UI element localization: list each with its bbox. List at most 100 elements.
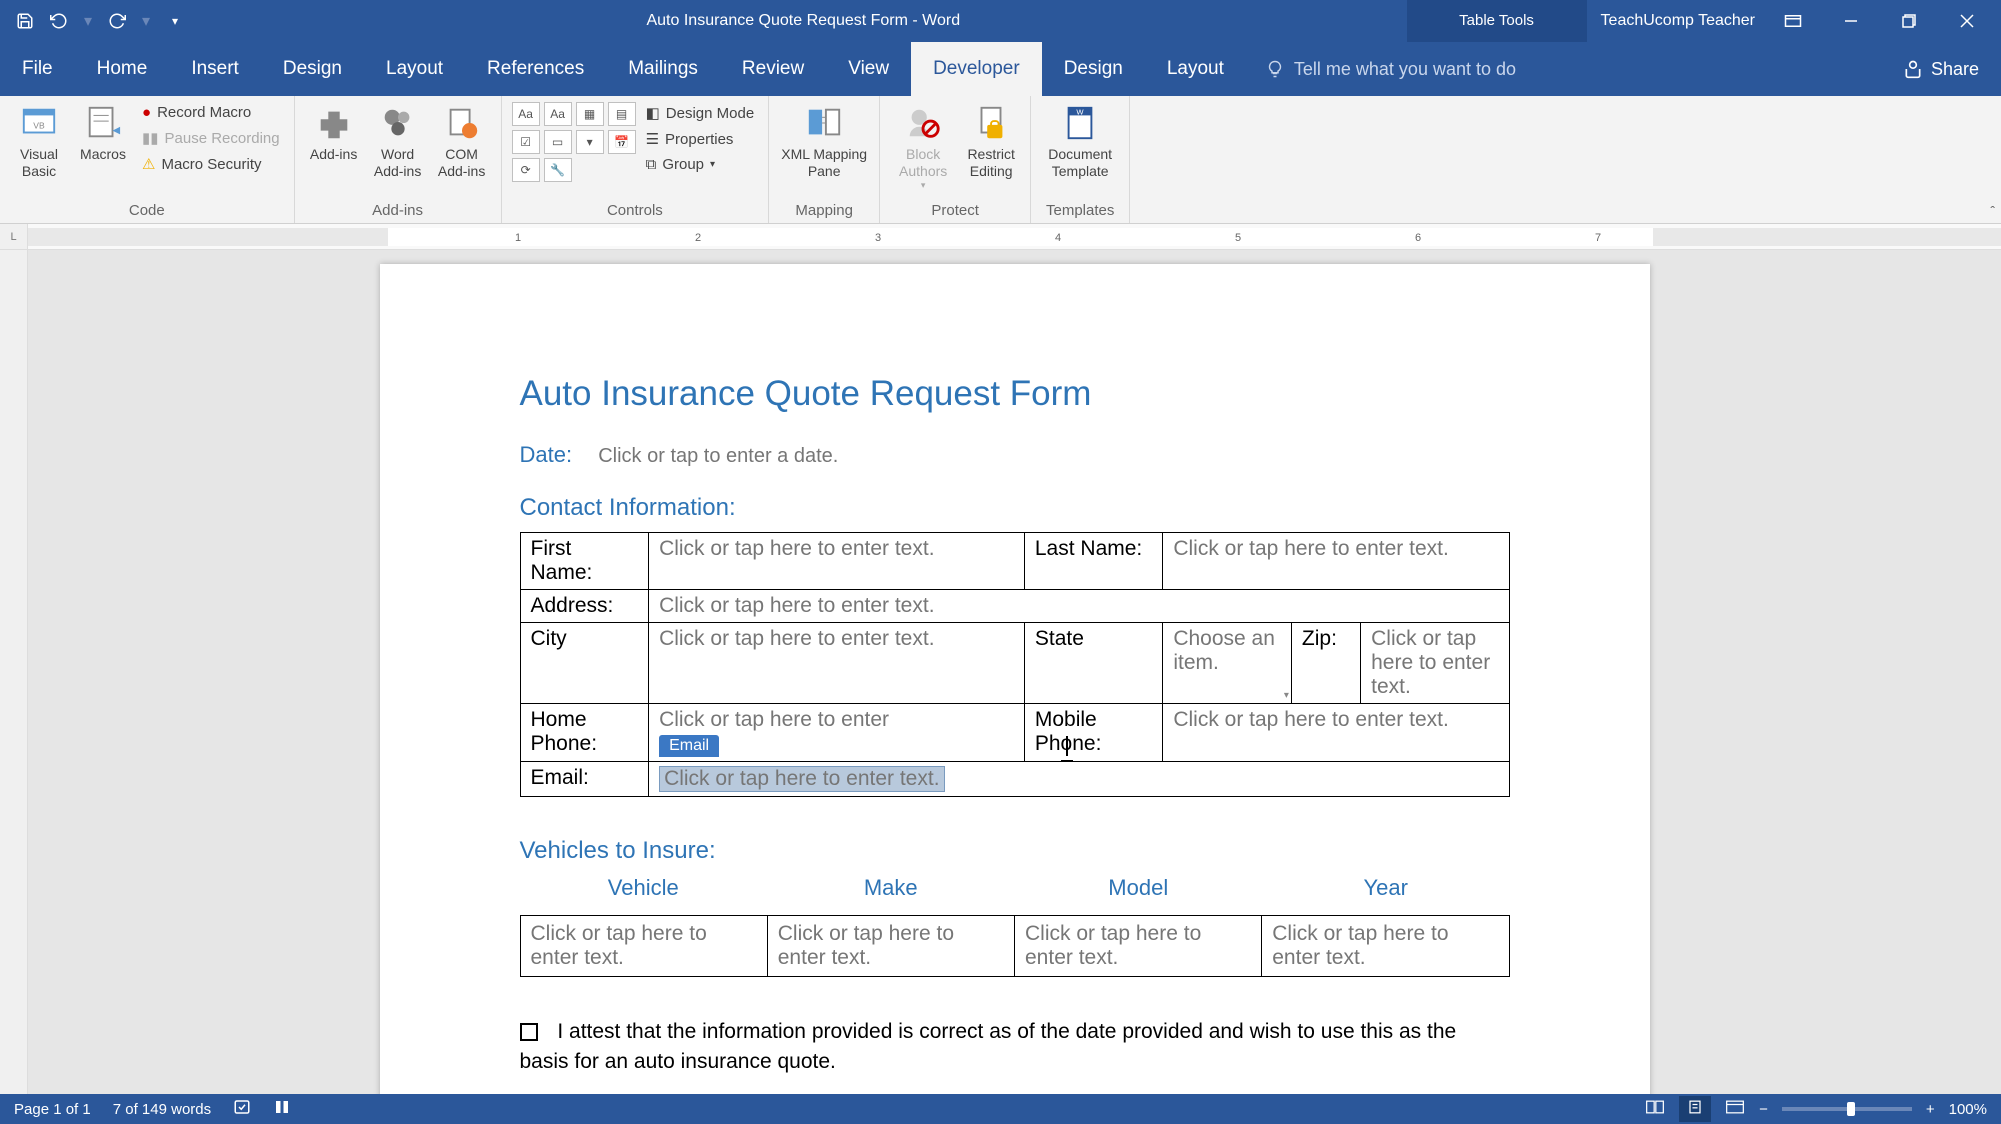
visual-basic-button[interactable]: VB Visual Basic <box>10 100 68 180</box>
macro-recording-icon[interactable] <box>273 1098 291 1120</box>
attestation-checkbox[interactable] <box>520 1023 538 1041</box>
contact-table: First Name: Click or tap here to enter t… <box>520 532 1510 797</box>
email-field[interactable]: Click or tap here to enter text. <box>649 762 1509 797</box>
checkbox-control[interactable]: ☑ <box>512 130 540 154</box>
word-count[interactable]: 7 of 149 words <box>113 1101 211 1118</box>
macros-button[interactable]: Macros <box>74 100 132 163</box>
tab-references[interactable]: References <box>465 42 606 96</box>
tab-design[interactable]: Design <box>261 42 364 96</box>
ribbon-display-icon[interactable] <box>1773 0 1813 42</box>
addins-button[interactable]: Add-ins <box>305 100 363 163</box>
ruler-vertical[interactable] <box>0 250 28 1094</box>
dropdown-control[interactable]: ▾ <box>576 130 604 154</box>
zoom-slider[interactable] <box>1782 1107 1912 1111</box>
com-addins-icon <box>443 104 481 142</box>
share-label: Share <box>1931 59 1979 80</box>
svg-text:6: 6 <box>1415 232 1421 244</box>
home-phone-field[interactable]: Click or tap here to enter Email <box>649 704 1025 762</box>
macro-security-button[interactable]: ⚠Macro Security <box>138 153 284 175</box>
group-control-button[interactable]: ⧉Group▾ <box>642 154 759 175</box>
document-canvas[interactable]: Auto Insurance Quote Request Form Date: … <box>28 250 2001 1094</box>
addins-icon <box>315 104 353 142</box>
spelling-icon[interactable] <box>233 1098 251 1120</box>
email-content-tag[interactable]: Email <box>659 735 719 757</box>
tell-me-search[interactable]: Tell me what you want to do <box>1246 42 1881 96</box>
vehicle-field[interactable]: Click or tap here to enter text. <box>520 916 767 977</box>
window-title: Auto Insurance Quote Request Form - Word <box>200 12 1406 30</box>
tab-insert[interactable]: Insert <box>169 42 261 96</box>
tab-review[interactable]: Review <box>720 42 826 96</box>
date-placeholder[interactable]: Click or tap to enter a date. <box>598 445 838 467</box>
date-picker-control[interactable]: 📅 <box>608 130 636 154</box>
tab-table-design[interactable]: Design <box>1042 42 1145 96</box>
vehicle-col-year: Year <box>1262 875 1510 901</box>
first-name-field[interactable]: Click or tap here to enter text. <box>649 533 1025 590</box>
legacy-tools[interactable]: 🔧 <box>544 158 572 182</box>
table-tools-tab[interactable]: Table Tools <box>1407 0 1587 42</box>
lightbulb-icon <box>1266 60 1284 78</box>
properties-button[interactable]: ☰Properties <box>642 128 759 150</box>
macros-icon <box>84 104 122 142</box>
group-mapping: XML Mapping Pane Mapping <box>769 96 880 223</box>
mobile-phone-field[interactable]: Click or tap here to enter text. <box>1163 704 1509 762</box>
com-addins-button[interactable]: COM Add-ins <box>433 100 491 180</box>
plain-text-control[interactable]: Aa <box>544 102 572 126</box>
year-field[interactable]: Click or tap here to enter text. <box>1262 916 1509 977</box>
building-block-control[interactable]: ▤ <box>608 102 636 126</box>
block-authors-icon <box>904 104 942 142</box>
group-protect-label: Protect <box>890 200 1020 223</box>
tab-table-layout[interactable]: Layout <box>1145 42 1246 96</box>
undo-icon[interactable] <box>46 8 72 34</box>
tab-layout[interactable]: Layout <box>364 42 465 96</box>
picture-control[interactable]: ▦ <box>576 102 604 126</box>
make-field[interactable]: Click or tap here to enter text. <box>767 916 1014 977</box>
ruler-horizontal[interactable]: L 123 456 7 <box>0 224 2001 250</box>
tell-me-placeholder: Tell me what you want to do <box>1294 59 1516 80</box>
document-template-button[interactable]: WDocument Template <box>1041 100 1119 180</box>
svg-text:3: 3 <box>875 232 881 244</box>
tab-home[interactable]: Home <box>75 42 170 96</box>
email-label: Email: <box>520 762 649 797</box>
zoom-in-icon[interactable]: + <box>1926 1101 1935 1118</box>
print-layout-icon[interactable] <box>1679 1096 1711 1122</box>
redo-icon[interactable] <box>104 8 130 34</box>
repeating-control[interactable]: ⟳ <box>512 158 540 182</box>
combobox-control[interactable]: ▭ <box>544 130 572 154</box>
close-icon[interactable] <box>1947 0 1987 42</box>
zoom-level[interactable]: 100% <box>1949 1101 1987 1118</box>
tab-developer[interactable]: Developer <box>911 42 1042 96</box>
xml-mapping-button[interactable]: XML Mapping Pane <box>779 100 869 180</box>
tab-view[interactable]: View <box>826 42 911 96</box>
save-icon[interactable] <box>12 8 38 34</box>
share-button[interactable]: Share <box>1881 42 2001 96</box>
block-authors-button[interactable]: Block Authors▾ <box>890 100 956 190</box>
model-field[interactable]: Click or tap here to enter text. <box>1015 916 1262 977</box>
zip-field[interactable]: Click or tap here to enter text. <box>1361 623 1509 704</box>
pause-recording-button[interactable]: ▮▮Pause Recording <box>138 127 284 149</box>
tab-mailings[interactable]: Mailings <box>606 42 720 96</box>
last-name-label: Last Name: <box>1024 533 1162 590</box>
address-field[interactable]: Click or tap here to enter text. <box>649 590 1509 623</box>
document-area: Auto Insurance Quote Request Form Date: … <box>0 250 2001 1094</box>
qat-customize-icon[interactable]: ▾ <box>162 8 188 34</box>
date-label: Date: <box>520 442 573 467</box>
minimize-icon[interactable] <box>1831 0 1871 42</box>
group-mapping-label: Mapping <box>779 200 869 223</box>
maximize-icon[interactable] <box>1889 0 1929 42</box>
city-field[interactable]: Click or tap here to enter text. <box>649 623 1025 704</box>
web-layout-icon[interactable] <box>1725 1099 1745 1119</box>
tab-file[interactable]: File <box>0 42 75 96</box>
record-macro-button[interactable]: ●Record Macro <box>138 102 284 123</box>
word-addins-button[interactable]: Word Add-ins <box>369 100 427 180</box>
rich-text-control[interactable]: Aa <box>512 102 540 126</box>
username: TeachUcomp Teacher <box>1601 12 1755 30</box>
read-mode-icon[interactable] <box>1645 1099 1665 1119</box>
collapse-ribbon-icon[interactable]: ˆ <box>1990 203 1995 219</box>
last-name-field[interactable]: Click or tap here to enter text. <box>1163 533 1509 590</box>
zoom-out-icon[interactable]: − <box>1759 1101 1768 1118</box>
restrict-editing-button[interactable]: Restrict Editing <box>962 100 1020 180</box>
design-mode-button[interactable]: ◧Design Mode <box>642 102 759 124</box>
page-status[interactable]: Page 1 of 1 <box>14 1101 91 1118</box>
state-field[interactable]: Choose an item.▾ <box>1163 623 1292 704</box>
attestation-text: I attest that the information provided i… <box>520 1020 1457 1073</box>
